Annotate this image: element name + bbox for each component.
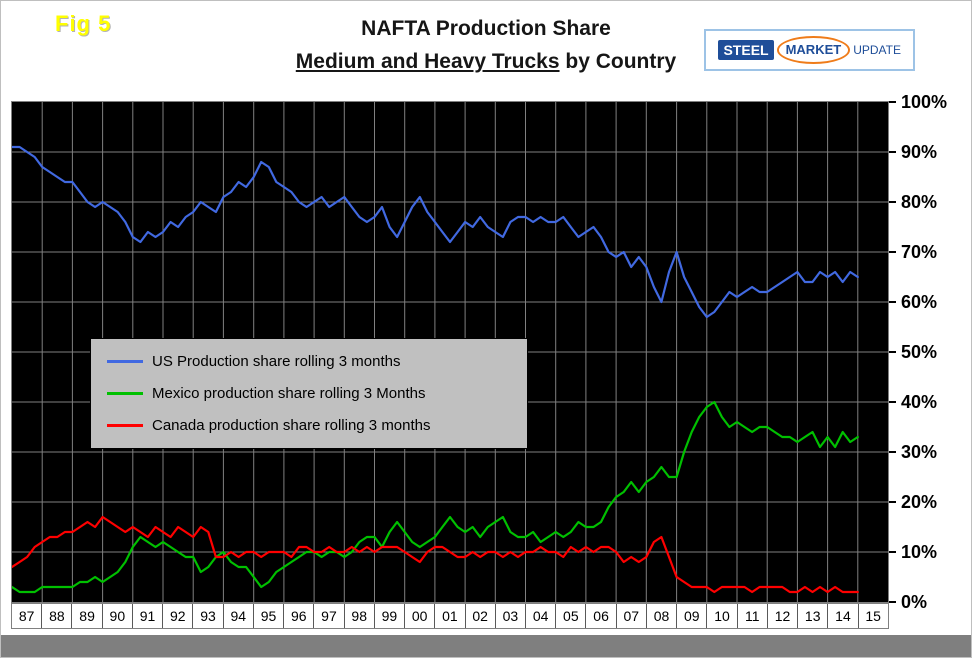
x-tick-label: 07 xyxy=(615,604,646,628)
x-tick-label: 15 xyxy=(857,604,888,628)
chart-title-line1: NAFTA Production Share xyxy=(361,17,611,40)
y-tick-mark xyxy=(889,201,896,203)
legend-item: US Production share rolling 3 months xyxy=(107,353,511,370)
x-tick-label: 10 xyxy=(706,604,736,628)
y-tick-text: 40% xyxy=(901,391,938,412)
x-tick-label: 99 xyxy=(373,604,404,628)
y-tick-text: 100% xyxy=(901,91,948,112)
legend-label: Canada production share rolling 3 months xyxy=(152,417,431,434)
legend-line-swatch xyxy=(107,360,143,363)
y-tick-text: 70% xyxy=(901,241,938,262)
x-tick-label: 11 xyxy=(736,604,767,628)
x-tick-label: 12 xyxy=(766,604,797,628)
y-tick-mark xyxy=(889,151,896,153)
x-tick-label: 89 xyxy=(71,604,101,628)
chart-title-rest: by Country xyxy=(559,50,677,73)
y-tick-text: 50% xyxy=(901,341,938,362)
legend-line-swatch xyxy=(107,392,143,395)
y-tick-label: 30% xyxy=(889,442,937,462)
x-tick-label: 04 xyxy=(524,604,555,628)
x-tick-label: 06 xyxy=(585,604,615,628)
chart-title-underlined: Medium and Heavy Trucks xyxy=(295,50,560,73)
smu-logo: STEEL MARKET UPDATE xyxy=(704,29,915,71)
y-tick-mark xyxy=(889,601,896,603)
legend-item: Canada production share rolling 3 months xyxy=(107,417,511,434)
x-tick-label: 13 xyxy=(797,604,827,628)
x-tick-label: 14 xyxy=(827,604,857,628)
y-tick-mark xyxy=(889,301,896,303)
y-tick-mark xyxy=(889,101,896,103)
x-tick-label: 96 xyxy=(283,604,313,628)
y-tick-text: 90% xyxy=(901,141,938,162)
x-tick-label: 93 xyxy=(192,604,222,628)
x-tick-label: 00 xyxy=(404,604,434,628)
y-tick-label: 20% xyxy=(889,492,937,512)
logo-market-word: MARKET xyxy=(785,42,842,57)
y-tick-mark xyxy=(889,401,896,403)
x-tick-label: 09 xyxy=(676,604,706,628)
logo-update-word: UPDATE xyxy=(853,43,901,57)
y-tick-text: 30% xyxy=(901,441,938,462)
y-tick-text: 10% xyxy=(901,541,938,562)
y-tick-mark xyxy=(889,501,896,503)
chart-title: NAFTA Production Share Medium and Heavy … xyxy=(1,17,971,74)
x-tick-label: 97 xyxy=(313,604,343,628)
x-tick-label: 08 xyxy=(645,604,676,628)
x-tick-label: 01 xyxy=(434,604,464,628)
legend-label: US Production share rolling 3 months xyxy=(152,353,401,370)
y-tick-label: 70% xyxy=(889,242,937,262)
x-tick-label: 90 xyxy=(101,604,132,628)
x-tick-label: 95 xyxy=(252,604,283,628)
y-tick-label: 80% xyxy=(889,192,937,212)
x-tick-label: 02 xyxy=(464,604,495,628)
y-tick-label: 0% xyxy=(889,592,927,612)
logo-steel-word: STEEL xyxy=(718,40,774,60)
legend-item: Mexico production share rolling 3 Months xyxy=(107,385,511,402)
x-tick-label: 88 xyxy=(41,604,71,628)
plot-area: US Production share rolling 3 months Mexi… xyxy=(11,101,889,603)
y-axis-labels: 100% 90% 80% 70% 60% 50% 40% 30% 20% 10% 0% xyxy=(889,92,969,612)
y-tick-mark xyxy=(889,351,896,353)
y-tick-text: 80% xyxy=(901,191,938,212)
x-tick-label: 94 xyxy=(222,604,253,628)
x-tick-label: 87 xyxy=(18,608,35,624)
y-tick-text: 60% xyxy=(901,291,938,312)
y-tick-text: 0% xyxy=(901,591,928,612)
y-tick-mark xyxy=(889,251,896,253)
y-tick-label: 10% xyxy=(889,542,937,562)
y-tick-label: 40% xyxy=(889,392,937,412)
x-tick-label: 91 xyxy=(131,604,162,628)
y-tick-text: 20% xyxy=(901,491,938,512)
y-tick-label: 50% xyxy=(889,342,937,362)
y-tick-mark xyxy=(889,451,896,453)
logo-orange-ellipse: MARKET xyxy=(776,36,850,64)
y-tick-mark xyxy=(889,551,896,553)
x-axis-labels: 87 88 89 90 91 92 93 94 95 96 97 98 99 00 01 02 03 04 05 06… xyxy=(11,603,889,629)
chart-title-line2: Medium and Heavy Trucks by Country xyxy=(1,50,971,74)
x-tick-label: 98 xyxy=(343,604,374,628)
x-tick-label: 03 xyxy=(494,604,525,628)
bottom-bar xyxy=(1,635,971,657)
legend-line-swatch xyxy=(107,424,143,427)
figure-label: Fig 5 xyxy=(55,11,112,36)
legend: US Production share rolling 3 months Mexi… xyxy=(90,338,528,449)
x-tick-label: 05 xyxy=(555,604,585,628)
y-tick-label: 90% xyxy=(889,142,937,162)
y-tick-label: 100% xyxy=(889,92,947,112)
y-tick-label: 60% xyxy=(889,292,937,312)
legend-label: Mexico production share rolling 3 Months xyxy=(152,385,426,402)
x-tick-label: 92 xyxy=(162,604,192,628)
